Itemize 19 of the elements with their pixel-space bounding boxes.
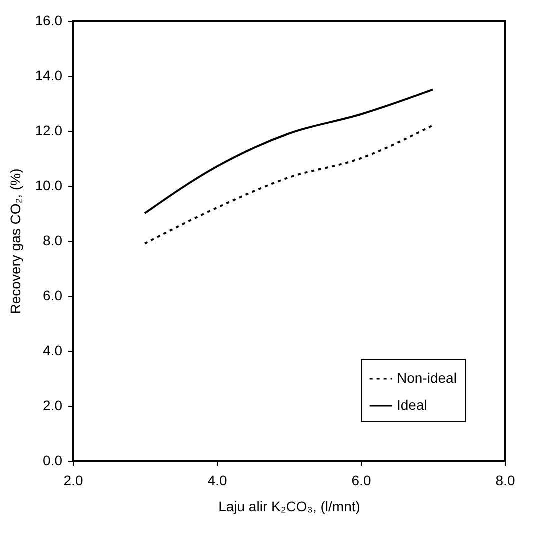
- y-tick-label: 14.0: [35, 68, 63, 84]
- x-tick-label: 2.0: [64, 472, 84, 488]
- y-tick-label: 12.0: [35, 122, 63, 138]
- legend-label: Non-ideal: [397, 370, 457, 386]
- y-tick-label: 8.0: [43, 232, 63, 248]
- y-tick-label: 0.0: [43, 452, 63, 468]
- y-tick-label: 6.0: [43, 288, 63, 304]
- legend-label: Ideal: [397, 397, 428, 413]
- y-tick-label: 16.0: [35, 12, 63, 28]
- x-tick-label: 8.0: [496, 472, 516, 488]
- line-series: [144, 124, 434, 245]
- x-tick-label: 4.0: [208, 472, 228, 488]
- y-axis-title: Recovery gas CO₂, (%): [7, 168, 24, 314]
- line-series: [144, 88, 434, 214]
- y-tick-label: 4.0: [43, 342, 63, 358]
- y-tick-label: 2.0: [43, 398, 63, 414]
- y-tick-label: 10.0: [35, 178, 63, 194]
- x-tick-label: 6.0: [352, 472, 372, 488]
- x-axis-title: Laju alir K₂CO₃, (l/mnt): [218, 498, 360, 514]
